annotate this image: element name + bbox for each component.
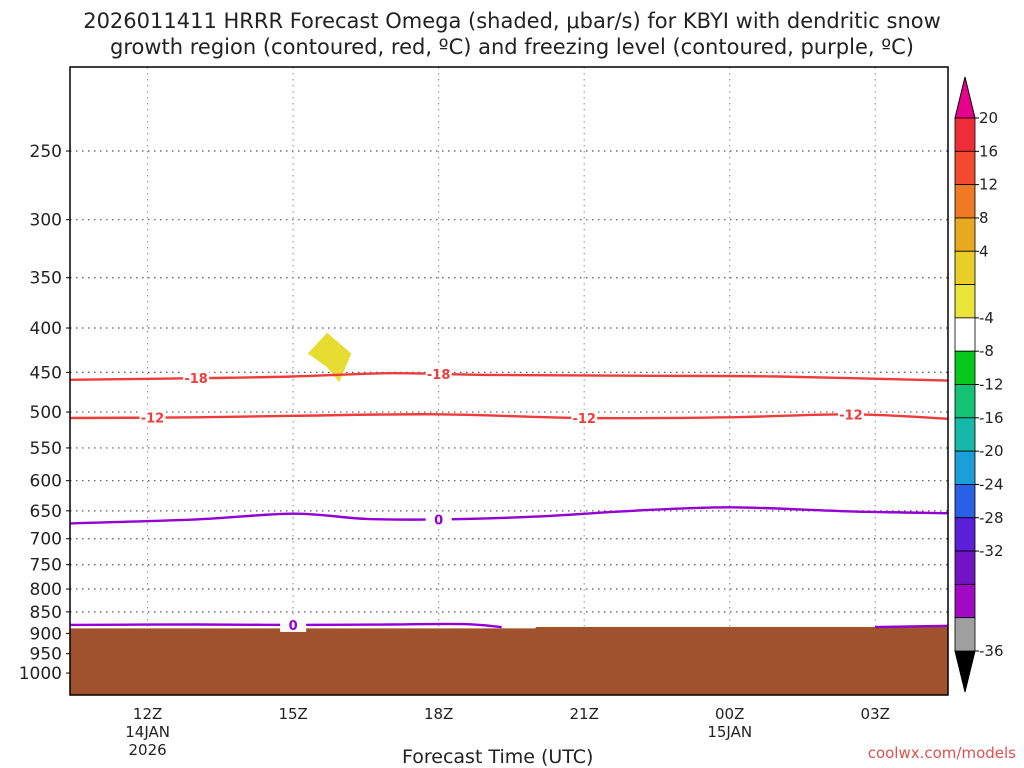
colorbar-label: -28 xyxy=(979,509,1004,527)
omega-shading xyxy=(307,332,352,383)
x-tick-label: 21Z xyxy=(570,705,599,723)
colorbar-label: 12 xyxy=(979,176,998,194)
contour-label-bg xyxy=(280,616,307,632)
colorbar-label: 16 xyxy=(979,142,998,160)
y-tick-label: 1000 xyxy=(19,664,62,684)
x-axis-title: Forecast Time (UTC) xyxy=(402,746,594,768)
y-tick-label: 850 xyxy=(30,603,62,623)
colorbar-label: 8 xyxy=(979,209,989,227)
contour-line xyxy=(69,506,949,525)
x-tick-label: 18Z xyxy=(424,705,453,723)
x-tick-label: 12Z xyxy=(133,705,162,723)
contour-label: -12 xyxy=(572,412,596,427)
colorbar-label: -8 xyxy=(979,342,994,360)
x-tick-label: 15Z xyxy=(278,705,307,723)
plot-background xyxy=(70,67,948,695)
colorbar-bottom-arrow xyxy=(954,650,976,693)
plot-border xyxy=(69,66,949,696)
y-tick-label: 900 xyxy=(30,624,62,644)
y-tick-label: 750 xyxy=(30,556,62,576)
colorbar-label: 20 xyxy=(979,109,998,127)
colorbar-swatch xyxy=(954,284,976,319)
colorbar-top-arrow xyxy=(954,76,976,119)
y-tick-label: 300 xyxy=(30,211,62,231)
contour-line xyxy=(69,413,949,420)
colorbar-label: -12 xyxy=(979,376,1004,394)
x-tick-date: 15JAN xyxy=(707,723,752,741)
colorbar-swatch xyxy=(954,150,976,186)
y-tick-label: 400 xyxy=(30,319,62,339)
chart-title-line-1: 2026011411 HRRR Forecast Omega (shaded, … xyxy=(83,9,941,33)
x-tick-year: 2026 xyxy=(129,741,167,759)
x-tick-date: 14JAN xyxy=(125,723,170,741)
colorbar-swatch xyxy=(954,317,976,352)
y-tick-label: 650 xyxy=(30,502,62,522)
y-tick-label: 700 xyxy=(30,530,62,550)
contour-label: -12 xyxy=(839,408,863,423)
contour-label: -18 xyxy=(184,372,208,387)
y-tick-label: 950 xyxy=(30,645,62,665)
contour-label: -12 xyxy=(141,412,165,427)
y-tick-label: 600 xyxy=(30,472,62,492)
colorbar-swatch xyxy=(954,417,976,452)
colorbar-swatch xyxy=(954,517,976,552)
colorbar-label: -32 xyxy=(979,542,1004,560)
contour-label: 0 xyxy=(289,619,298,634)
contour-line xyxy=(875,624,949,629)
colorbar-swatch xyxy=(954,617,976,652)
colorbar-label: -4 xyxy=(979,309,994,327)
contour-label: -18 xyxy=(427,368,451,383)
plot-frame xyxy=(69,66,949,696)
colorbar-swatch xyxy=(954,117,976,152)
contour-label-bg xyxy=(183,370,210,386)
colorbar-label: 4 xyxy=(979,242,989,260)
y-tick-label: 250 xyxy=(30,142,62,162)
plot-area xyxy=(70,67,948,695)
chart-title-line-2: growth region (contoured, red, ºC) and f… xyxy=(110,35,914,59)
colorbar-swatch xyxy=(954,384,976,419)
contour-label-bg xyxy=(425,511,452,527)
colorbar-swatch xyxy=(954,184,976,219)
y-tick-label: 550 xyxy=(30,439,62,459)
contour-label-bg xyxy=(837,406,864,422)
colorbar-label: -24 xyxy=(979,475,1004,493)
y-axis-labels: 2503003504004505005506006507007508008509… xyxy=(19,142,70,684)
colorbar: 20 16 12 8 4 -4 -8 -12 -16 -20 -24 -28 -32 -36 xyxy=(954,76,1004,693)
omega-shaded-region xyxy=(307,332,352,383)
colorbar-swatch xyxy=(954,583,976,619)
colorbar-swatch xyxy=(954,217,976,252)
x-tick-label: 03Z xyxy=(861,705,890,723)
contour-label: 0 xyxy=(434,513,443,528)
colorbar-swatch xyxy=(954,250,976,285)
contours: -18 -18 -12 -12 -12 0 0 xyxy=(69,366,949,634)
colorbar-label: -20 xyxy=(979,442,1004,460)
colorbar-label: -16 xyxy=(979,409,1004,427)
y-tick-label: 800 xyxy=(30,580,62,600)
contour-label-bg xyxy=(571,410,598,426)
colorbar-label: -36 xyxy=(979,642,1004,660)
y-tick-label: 500 xyxy=(30,403,62,423)
terrain xyxy=(70,627,948,695)
terrain-fill xyxy=(70,627,948,695)
x-tick-label: 00Z xyxy=(715,705,744,723)
colorbar-swatch xyxy=(954,550,976,585)
colorbar-swatch xyxy=(954,484,976,519)
colorbar-swatch xyxy=(954,450,976,485)
colorbar-swatch xyxy=(954,350,976,385)
y-tick-label: 350 xyxy=(30,269,62,289)
contour-line xyxy=(69,622,502,629)
contour-label-bg xyxy=(425,366,452,382)
credit-text: coolwx.com/models xyxy=(867,744,1016,762)
y-tick-label: 450 xyxy=(30,363,62,383)
contour-label-bg xyxy=(139,409,166,425)
